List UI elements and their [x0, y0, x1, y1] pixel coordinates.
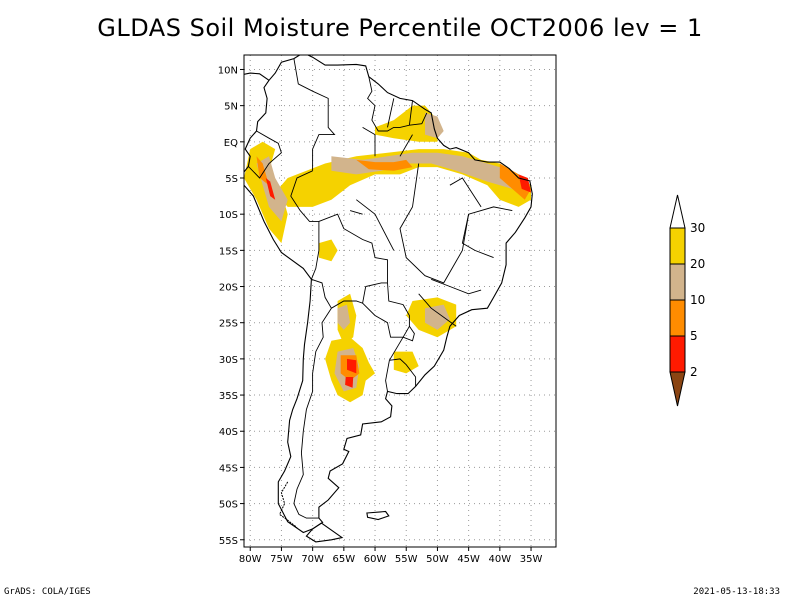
- legend-label: 5: [690, 329, 698, 343]
- country-border: [362, 127, 376, 157]
- moisture-region: [499, 163, 531, 200]
- country-border: [449, 177, 482, 208]
- country-border: [431, 278, 482, 295]
- lat-tick-label: 25S: [219, 319, 238, 330]
- country-border: [310, 221, 320, 280]
- lon-tick-label: 40W: [489, 554, 512, 565]
- legend-swatch-below-2: [669, 371, 686, 407]
- lon-tick-label: 50W: [426, 554, 449, 565]
- axis-ticks: 10N 5N EQ 5S 10S 15S 20S 25S 30S 35S 40S 45S 50S 55S8…: [218, 65, 543, 565]
- country-border: [290, 170, 319, 222]
- lon-tick-label: 65W: [333, 554, 356, 565]
- tierra-del-fuego: [305, 522, 344, 543]
- legend-label: 20: [690, 257, 705, 271]
- country-border: [461, 214, 494, 259]
- country-border: [293, 58, 336, 171]
- country-border: [349, 210, 363, 215]
- moisture-region: [318, 239, 338, 262]
- lon-tick-label: 80W: [239, 554, 262, 565]
- country-border: [389, 336, 404, 361]
- footer-timestamp: 2021-05-13-18:33: [693, 587, 780, 597]
- lon-tick-label: 55W: [395, 554, 418, 565]
- chile-fjords: [278, 481, 298, 528]
- legend-swatch-30-plus: [669, 194, 686, 229]
- lat-tick-label: 5N: [224, 102, 238, 113]
- legend-swatch-10-20: [669, 263, 686, 301]
- lon-tick-label: 35W: [520, 554, 543, 565]
- moisture-region: [425, 112, 444, 139]
- lat-tick-label: 50S: [219, 500, 238, 511]
- country-border: [248, 130, 282, 179]
- legend-label: 10: [690, 293, 705, 307]
- lat-tick-label: 15S: [219, 246, 238, 257]
- map-frame: [243, 54, 557, 548]
- lat-tick-label: 45S: [219, 463, 238, 474]
- country-border: [311, 278, 332, 309]
- country-border: [362, 282, 410, 338]
- legend-swatch-20-30: [669, 227, 686, 265]
- lat-tick-label: 5S: [225, 174, 238, 185]
- country-border: [293, 307, 332, 519]
- soil-moisture-shading: [244, 105, 531, 403]
- color-legend: 30 20 10 5 2: [669, 194, 705, 407]
- falkland-islands: [366, 510, 390, 521]
- legend-swatch-2-5: [669, 335, 686, 373]
- lat-tick-label: 30S: [219, 355, 238, 366]
- country-border: [408, 100, 413, 126]
- coastline-borders: [244, 55, 533, 543]
- lat-tick-label: 10S: [219, 210, 238, 221]
- country-border: [387, 98, 395, 128]
- chart-title: GLDAS Soil Moisture Percentile OCT2006 l…: [97, 14, 703, 42]
- country-border: [356, 199, 395, 251]
- lat-tick-label: 55S: [219, 536, 238, 547]
- country-border: [367, 76, 428, 132]
- moisture-region: [393, 351, 419, 374]
- moisture-region: [345, 377, 354, 388]
- lon-tick-label: 60W: [364, 554, 387, 565]
- country-border: [389, 358, 417, 387]
- moisture-region: [347, 358, 357, 374]
- lat-tick-label: 10N: [218, 65, 238, 76]
- legend-swatch-5-10: [669, 299, 686, 337]
- country-border: [402, 326, 415, 342]
- moisture-region: [425, 304, 450, 330]
- moisture-region: [265, 178, 276, 200]
- south-america-coastline: [244, 55, 533, 534]
- lon-tick-label: 45W: [457, 554, 480, 565]
- lat-tick-label: 40S: [219, 427, 238, 438]
- moisture-region: [375, 105, 438, 142]
- country-border: [418, 293, 457, 327]
- panama-coastline: [244, 72, 270, 81]
- lat-tick-label: 20S: [219, 283, 238, 294]
- footer-credit: GrADS: COLA/IGES: [4, 587, 91, 597]
- country-border: [385, 360, 390, 392]
- moisture-region: [356, 159, 413, 171]
- lat-tick-label: EQ: [224, 138, 238, 149]
- moisture-region: [331, 152, 525, 189]
- legend-label: 30: [690, 221, 705, 235]
- country-border: [399, 134, 413, 157]
- legend-label: 2: [690, 365, 698, 379]
- country-border: [318, 213, 388, 283]
- lat-tick-label: 35S: [219, 391, 238, 402]
- moisture-region: [337, 304, 351, 330]
- lon-tick-label: 70W: [301, 554, 324, 565]
- lon-tick-label: 75W: [270, 554, 293, 565]
- country-border: [399, 163, 513, 284]
